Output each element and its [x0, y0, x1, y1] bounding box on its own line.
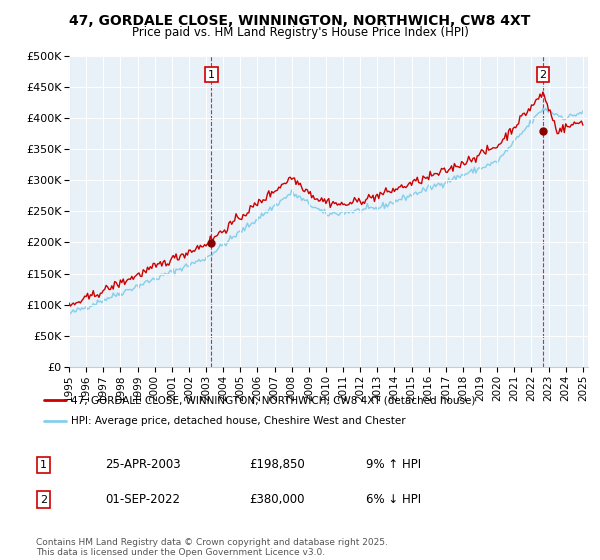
Text: 2: 2 [539, 69, 547, 80]
Text: 6% ↓ HPI: 6% ↓ HPI [366, 493, 421, 506]
Text: £198,850: £198,850 [249, 458, 305, 472]
Text: 47, GORDALE CLOSE, WINNINGTON, NORTHWICH, CW8 4XT (detached house): 47, GORDALE CLOSE, WINNINGTON, NORTHWICH… [71, 395, 476, 405]
Text: 47, GORDALE CLOSE, WINNINGTON, NORTHWICH, CW8 4XT: 47, GORDALE CLOSE, WINNINGTON, NORTHWICH… [70, 14, 530, 28]
Text: 1: 1 [40, 460, 47, 470]
Text: 9% ↑ HPI: 9% ↑ HPI [366, 458, 421, 472]
Text: HPI: Average price, detached house, Cheshire West and Chester: HPI: Average price, detached house, Ches… [71, 416, 406, 426]
Text: £380,000: £380,000 [249, 493, 305, 506]
Text: 01-SEP-2022: 01-SEP-2022 [105, 493, 180, 506]
Text: 25-APR-2003: 25-APR-2003 [105, 458, 181, 472]
Text: 2: 2 [40, 494, 47, 505]
Text: Price paid vs. HM Land Registry's House Price Index (HPI): Price paid vs. HM Land Registry's House … [131, 26, 469, 39]
Text: Contains HM Land Registry data © Crown copyright and database right 2025.
This d: Contains HM Land Registry data © Crown c… [36, 538, 388, 557]
Text: 1: 1 [208, 69, 215, 80]
